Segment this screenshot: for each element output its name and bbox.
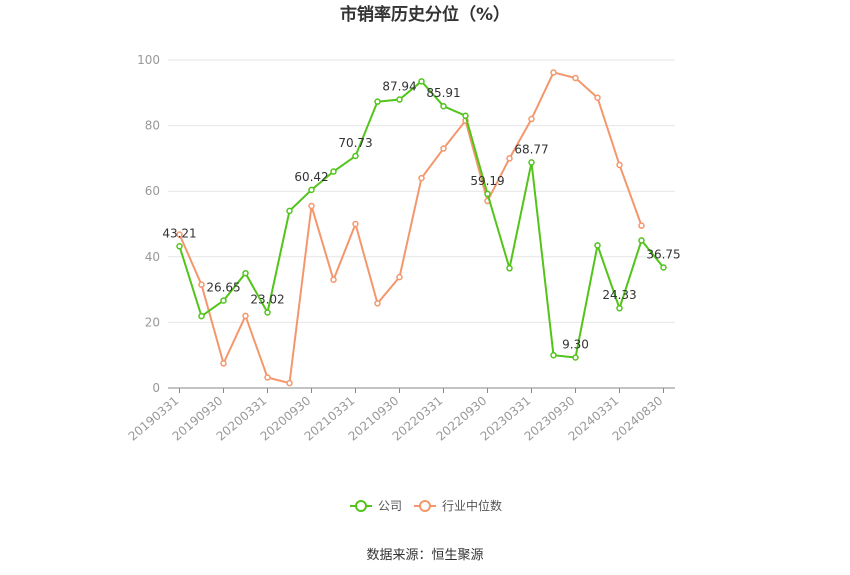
data-point[interactable] xyxy=(616,304,623,312)
data-point[interactable] xyxy=(638,222,645,229)
data-point[interactable] xyxy=(220,297,227,304)
legend-marker xyxy=(355,500,367,512)
data-point[interactable] xyxy=(286,379,293,387)
data-point[interactable] xyxy=(176,231,183,238)
data-point[interactable] xyxy=(484,190,491,198)
data-point[interactable] xyxy=(550,351,557,359)
chart-title: 市销率历史分位（%） xyxy=(340,4,510,25)
data-point[interactable] xyxy=(374,300,381,307)
data-label: 9.30 xyxy=(562,337,589,351)
data-point[interactable] xyxy=(396,96,403,103)
data-point[interactable] xyxy=(198,312,205,320)
data-point[interactable] xyxy=(352,152,359,160)
y-tick-label: 60 xyxy=(145,184,160,198)
y-tick-label: 0 xyxy=(152,381,160,395)
legend-marker xyxy=(419,500,431,512)
data-point[interactable] xyxy=(572,74,579,82)
legend-label: 公司 xyxy=(378,499,402,513)
data-label: 36.75 xyxy=(646,247,680,261)
data-point[interactable] xyxy=(286,207,293,215)
x-axis: 2019033120190930202003312020093020210331… xyxy=(126,387,675,444)
data-point[interactable] xyxy=(308,186,315,194)
y-tick-label: 80 xyxy=(145,119,160,133)
data-point[interactable] xyxy=(330,168,337,175)
series-line-公司 xyxy=(178,79,665,359)
data-point[interactable] xyxy=(440,145,447,152)
data-point[interactable] xyxy=(396,273,403,281)
data-label: 70.73 xyxy=(338,136,372,150)
data-point[interactable] xyxy=(462,112,469,120)
y-axis: 0 20 40 60 80 100 xyxy=(137,53,160,395)
data-point[interactable] xyxy=(660,264,667,271)
data-source: 数据来源：恒生聚源 xyxy=(366,548,483,563)
y-tick-label: 100 xyxy=(137,53,160,67)
data-label: 87.94 xyxy=(382,80,416,94)
data-point[interactable] xyxy=(528,159,535,166)
y-tick-label: 20 xyxy=(145,315,160,329)
data-point[interactable] xyxy=(440,102,447,110)
data-point[interactable] xyxy=(638,237,645,244)
data-point[interactable] xyxy=(572,354,579,361)
data-label: 68.77 xyxy=(514,142,548,156)
data-point[interactable] xyxy=(198,281,205,288)
data-point[interactable] xyxy=(418,78,425,85)
data-point[interactable] xyxy=(418,174,425,182)
data-point[interactable] xyxy=(594,242,601,249)
data-point[interactable] xyxy=(264,374,271,381)
data-label: 43.21 xyxy=(162,226,196,240)
data-point[interactable] xyxy=(550,69,557,76)
data-label: 60.42 xyxy=(294,170,328,184)
data-point[interactable] xyxy=(176,243,183,250)
data-label: 59.19 xyxy=(470,174,504,188)
data-label: 24.33 xyxy=(602,288,636,302)
data-label: 26.65 xyxy=(206,281,240,295)
data-labels: 43.21 26.65 23.02 60.42 70.73 87.94 85.91 59.19… xyxy=(162,80,680,352)
data-label: 85.91 xyxy=(426,86,460,100)
data-point[interactable] xyxy=(264,309,271,316)
data-point[interactable] xyxy=(506,265,513,272)
legend-label: 行业中位数 xyxy=(442,498,502,513)
data-point[interactable] xyxy=(308,202,315,210)
data-point[interactable] xyxy=(242,269,249,277)
data-point[interactable] xyxy=(594,94,601,101)
series-layer xyxy=(176,69,667,387)
data-point[interactable] xyxy=(220,360,227,367)
data-point[interactable] xyxy=(242,312,249,320)
legend-item-行业中位数[interactable]: 行业中位数 xyxy=(414,498,502,513)
legend-item-公司[interactable]: 公司 xyxy=(350,499,402,513)
grid xyxy=(168,59,675,323)
data-point[interactable] xyxy=(528,115,535,123)
series-line-行业中位数 xyxy=(178,71,643,385)
legend[interactable]: 公司 行业中位数 xyxy=(350,498,502,513)
data-point[interactable] xyxy=(506,155,513,162)
data-point[interactable] xyxy=(330,276,337,284)
data-point[interactable] xyxy=(352,220,359,228)
y-tick-label: 40 xyxy=(145,250,160,264)
data-label: 23.02 xyxy=(250,292,284,306)
data-point[interactable] xyxy=(616,161,623,169)
data-point[interactable] xyxy=(374,98,381,105)
